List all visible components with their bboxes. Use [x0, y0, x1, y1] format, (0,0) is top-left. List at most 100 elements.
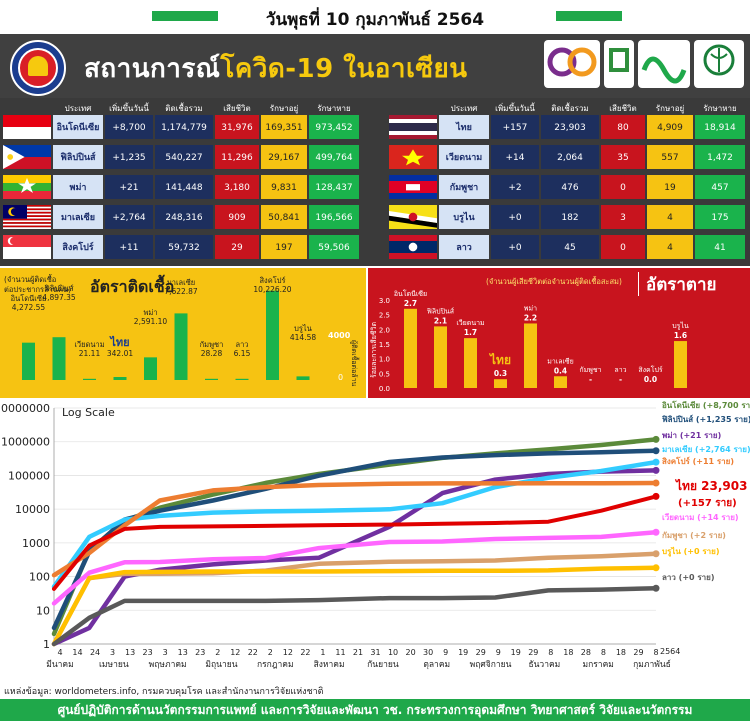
left-row-0-recovered: 973,452	[308, 114, 360, 140]
right-header-new: เพิ่มขึ้นวันนี้	[495, 104, 535, 113]
mortality-y-tick-4: 1.0	[379, 356, 390, 364]
infection-note-2: ต่อประชากรล้านคน)	[4, 285, 71, 294]
left-row-4-active: 197	[260, 234, 308, 260]
infection-note: (จำนวนผู้ติดเชื้อ	[4, 274, 56, 284]
x-day-tick-14: 22	[300, 648, 310, 657]
x-day-tick-13: 12	[283, 648, 293, 657]
mortality-bar-1	[434, 326, 447, 388]
series-end-dot-6	[652, 528, 660, 536]
right-row-4-active: 4	[646, 234, 694, 260]
x-day-tick-25: 9	[496, 648, 501, 657]
right-row-1-new: +14	[490, 144, 540, 170]
series-label-1: ฟิลิปปินส์ (+1,235 ราย)	[662, 414, 750, 424]
mortality-value-label-6: -	[589, 375, 592, 384]
infection-title: อัตราติดเชื้อ	[90, 274, 174, 296]
infection-value-label-2: 21.11	[79, 349, 101, 358]
series-label-3: มาเลเซีย (+2,764 ราย)	[662, 444, 750, 454]
series-line-5	[52, 494, 658, 591]
x-day-tick-33: 29	[633, 648, 643, 657]
right-row-1-total: 2,064	[540, 144, 600, 170]
infection-value-label-1: 4,897.35	[42, 293, 76, 302]
right-row-3-active: 4	[646, 204, 694, 230]
infection-category-label-7: ลาว	[235, 340, 248, 349]
x-month-tick-10: มกราคม	[582, 660, 613, 670]
indonesia-flag-icon	[2, 114, 52, 140]
mortality-y-tick-1: 2.5	[379, 312, 390, 320]
y-tick-label-0: 10000000	[0, 402, 50, 415]
series-line-8	[51, 565, 659, 647]
mortality-category-label-5: มาเลเซีย	[547, 357, 573, 365]
left-header-total: ติดเชื้อรวม	[165, 104, 203, 113]
mortality-note: (จำนวนผู้เสียชีวิตต่อจำนวนผู้ติดเชื้อสะส…	[486, 276, 622, 286]
infection-bar-7	[235, 378, 249, 380]
infection-value-label-3: 342.01	[107, 349, 133, 358]
series-end-dot-2	[652, 466, 660, 474]
left-row-3-new: +2,764	[104, 204, 154, 230]
thai-series-sublabel: (+157 ราย)	[678, 498, 737, 509]
mortality-bar-4	[524, 323, 537, 388]
mortality-axis-label: ร้อยละการเสียชีวิต	[370, 322, 378, 378]
mortality-value-label-8: 0.0	[644, 375, 657, 384]
infection-rate-panel: (จำนวนผู้ติดเชื้อ ต่อประชากรล้านคน) อัตราต…	[0, 268, 366, 398]
mortality-category-label-8: สิงคโปร์	[638, 365, 663, 374]
x-day-tick-1: 14	[72, 648, 82, 657]
right-header-active: รักษาอยู่	[655, 104, 685, 113]
left-row-4-total: 59,732	[154, 234, 214, 260]
footer: ศูนย์ปฏิบัติการด้านนวัตกรรมการแพทย์ และก…	[0, 699, 750, 721]
left-row-2-name: พม่า	[52, 174, 104, 200]
x-day-tick-7: 13	[178, 648, 188, 657]
brunei-flag-icon	[388, 204, 438, 230]
series-label-2: พม่า (+21 ราย)	[662, 431, 721, 440]
y-tick-label-2: 100000	[8, 469, 50, 482]
infection-axis-zero: 0	[338, 373, 343, 382]
series-line-2	[51, 468, 659, 647]
infection-category-label-3: ไทย	[108, 335, 129, 349]
x-month-tick-2: พฤษภาคม	[149, 660, 187, 670]
infection-value-label-8: 10,226.20	[253, 285, 291, 294]
mortality-title: อัตราตาย	[646, 275, 716, 295]
left-row-1-recovered: 499,764	[308, 144, 360, 170]
mortality-category-label-1: ฟิลิปปินส์	[427, 307, 455, 315]
right-header-recovered: รักษาหาย	[703, 104, 737, 113]
thai-series-label: ไทย 23,903	[674, 478, 747, 493]
mortality-category-label-2: เวียดนาม	[456, 319, 484, 327]
infection-value-label-7: 6.15	[234, 349, 251, 358]
y-tick-label-7: 1	[43, 638, 50, 651]
left-row-2-total: 141,448	[154, 174, 214, 200]
mortality-title-divider	[638, 272, 639, 296]
x-day-tick-32: 18	[616, 648, 626, 657]
x-month-tick-1: เมษายน	[99, 660, 129, 670]
series-label-9: ลาว (+0 ราย)	[662, 573, 715, 582]
left-row-0-total: 1,174,779	[154, 114, 214, 140]
title-part-a: สถานการณ์	[84, 54, 221, 84]
mortality-value-label-1: 2.1	[434, 316, 447, 325]
right-row-1-active: 557	[646, 144, 694, 170]
mortality-y-tick-5: 0.5	[379, 370, 390, 378]
right-row-0-new: +157	[490, 114, 540, 140]
infection-value-label-9: 414.58	[290, 333, 316, 342]
mortality-category-label-4: พม่า	[524, 304, 537, 312]
green-accent-right	[556, 11, 622, 21]
x-day-tick-6: 3	[163, 648, 168, 657]
vietnam-flag-icon	[388, 144, 438, 170]
right-row-4-new: +0	[490, 234, 540, 260]
country-tables: ประเทศ เพิ่มขึ้นวันนี้ ติดเชื้อรวม เสียชีวิ…	[0, 98, 750, 266]
x-month-tick-6: กันยายน	[367, 660, 399, 670]
series-end-dot-7	[652, 550, 660, 558]
mortality-category-label-7: ลาว	[614, 366, 626, 374]
mortality-y-tick-0: 3.0	[379, 297, 390, 305]
x-day-tick-20: 20	[405, 648, 415, 657]
infection-value-label-0: 4,272.55	[12, 303, 46, 312]
left-row-1-total: 540,227	[154, 144, 214, 170]
data-source: แหล่งข้อมูล: worldometers.info, กรมควบคุ…	[4, 686, 324, 697]
x-month-tick-4: กรกฎาคม	[257, 660, 294, 670]
mortality-bar-9	[674, 341, 687, 388]
x-month-tick-3: มิถุนายน	[205, 660, 237, 670]
mortality-bar-3	[494, 379, 507, 388]
infection-bar-9	[296, 376, 310, 380]
left-row-0-new: +8,700	[104, 114, 154, 140]
mortality-y-tick-2: 2.0	[379, 326, 390, 334]
right-row-2-recovered: 457	[694, 174, 746, 200]
x-month-tick-5: สิงหาคม	[314, 660, 345, 670]
right-row-0-total: 23,903	[540, 114, 600, 140]
